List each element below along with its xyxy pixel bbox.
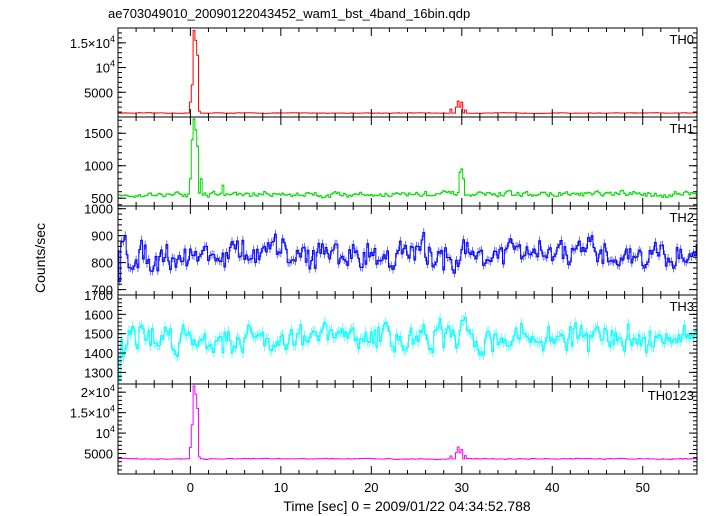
panel-th0123: 5000 104 1.5×104 2×104 TH0123 (70, 383, 698, 475)
y-tick-label: 1.5×104 (70, 34, 115, 51)
series-line-th1 (118, 118, 697, 199)
y-tick-label: 1400 (84, 346, 113, 361)
panel-label-th1: TH1 (669, 121, 694, 136)
y-tick-label: 700 (91, 283, 113, 298)
panel-label-th0123: TH0123 (648, 388, 694, 403)
x-tick-label: 40 (545, 480, 559, 495)
error-bars-th2 (118, 227, 697, 286)
series-line-th3 (118, 317, 697, 381)
y-axis-label: Counts/sec (32, 223, 48, 293)
y-tick-label: 800 (91, 256, 113, 271)
y-tick-label: 1300 (84, 365, 113, 380)
panel-frame (117, 27, 698, 118)
y-tick-label: 500 (91, 191, 113, 206)
x-tick-label: 30 (455, 480, 469, 495)
x-tick-label: 10 (274, 480, 288, 495)
y-tick-label: 1700 (84, 288, 113, 303)
chart-title: ae703049010_20090122043452_wam1_bst_4ban… (108, 6, 470, 21)
y-tick-label: 1600 (84, 307, 113, 322)
series-line-th0123 (118, 385, 697, 461)
error-bars-th0 (118, 30, 697, 114)
y-tick-label: 900 (91, 229, 113, 244)
panel-th2: 700 800 900 1000 TH2 (84, 202, 698, 298)
y-tick-label: 5000 (84, 447, 113, 462)
y-tick-label: 1500 (84, 327, 113, 342)
y-tick-label: 5000 (84, 85, 113, 100)
y-tick-label: 104 (96, 59, 115, 76)
error-bars-th0123 (118, 385, 697, 460)
y-tick-label: 1000 (84, 159, 113, 174)
x-tick-labels: 0 10 20 30 40 50 (187, 480, 650, 495)
panel-label-th3: TH3 (669, 299, 694, 314)
y-tick-label: 1000 (84, 202, 113, 217)
y-tick-label: 1500 (84, 126, 113, 141)
error-bars-th1 (118, 117, 697, 199)
y-tick-label: 2×104 (81, 383, 115, 400)
panel-label-th2: TH2 (669, 210, 694, 225)
x-axis-label: Time [sec] 0 = 2009/01/22 04:34:52.788 (283, 498, 531, 514)
y-tick-label: 1.5×104 (70, 404, 115, 421)
panel-frame (117, 383, 698, 475)
panel-label-th0: TH0 (669, 32, 694, 47)
x-tick-label: 50 (635, 480, 649, 495)
y-tick-label: 104 (96, 424, 115, 441)
x-tick-label: 20 (364, 480, 378, 495)
error-bars-th3 (118, 311, 697, 384)
series-line-th2 (118, 231, 697, 283)
panel-frame (117, 294, 698, 385)
series-line-th0 (118, 29, 697, 114)
panel-th1: 500 1000 1500 TH1 (84, 116, 698, 207)
x-tick-label: 0 (187, 480, 194, 495)
panel-th0: 5000 104 1.5×104 TH0 (70, 27, 698, 118)
panel-th3: 1300 1400 1500 1600 1700 TH3 (84, 288, 698, 385)
